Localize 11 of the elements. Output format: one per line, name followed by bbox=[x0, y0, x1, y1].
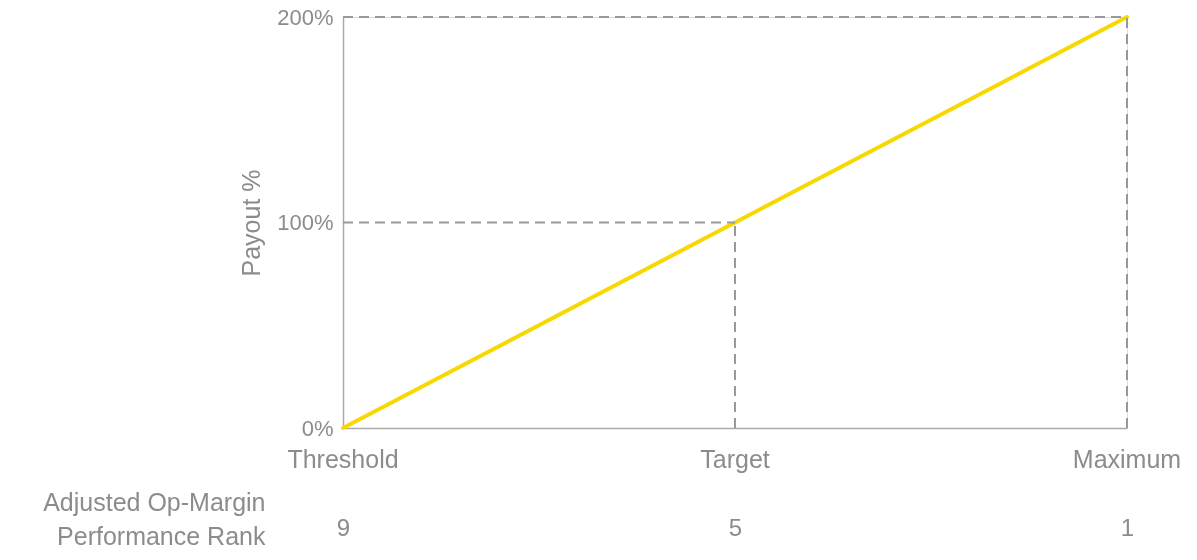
y-axis-title: Payout % bbox=[237, 169, 266, 277]
y-tick-label: 100% bbox=[277, 210, 334, 235]
x-tick-label: 9 bbox=[336, 513, 351, 541]
x-tick-label: 1 bbox=[1120, 513, 1135, 541]
y-tick-label: 0% bbox=[301, 415, 334, 441]
x-tick-label: 5 bbox=[728, 513, 743, 541]
annotation: Maximum bbox=[1072, 445, 1182, 473]
annotation: Threshold bbox=[287, 445, 399, 473]
y-tick-label: 200% bbox=[277, 4, 334, 30]
annotation: Target bbox=[700, 445, 770, 473]
x-axis-title: Adjusted Op-Margin Performance Rank bbox=[43, 487, 266, 550]
